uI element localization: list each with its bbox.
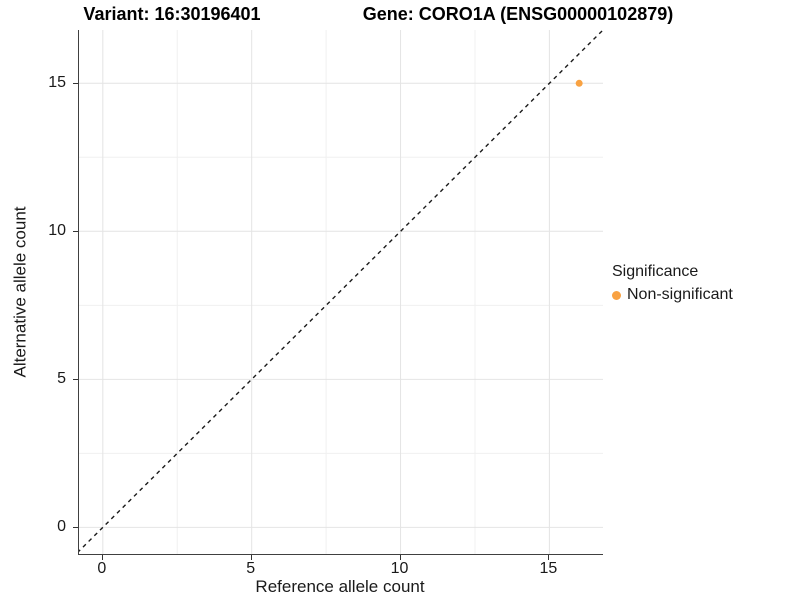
y-axis-title-box: Alternative allele count <box>2 30 40 554</box>
x-tick-mark <box>250 555 252 560</box>
x-tick-mark <box>399 555 401 560</box>
x-tick-mark <box>548 555 550 560</box>
x-tick-label: 5 <box>246 560 256 577</box>
y-axis-title: Alternative allele count <box>11 206 31 378</box>
legend-point-icon <box>612 290 621 300</box>
legend-item-non-significant: Non-significant <box>612 286 733 304</box>
x-tick-label: 0 <box>97 560 107 577</box>
y-tick-mark <box>73 379 78 381</box>
y-tick-label: 10 <box>48 222 66 240</box>
x-axis-title: Reference allele count <box>255 577 425 596</box>
y-tick-mark <box>73 527 78 529</box>
y-tick-label: 15 <box>48 74 66 92</box>
y-tick-label: 5 <box>57 370 66 388</box>
legend-title: Significance <box>612 263 699 280</box>
legend-item-label: Non-significant <box>627 286 733 303</box>
x-tick-mark <box>101 555 103 560</box>
data-point <box>575 79 583 87</box>
x-tick-label: 10 <box>390 560 409 577</box>
x-tick-label: 15 <box>539 560 558 577</box>
scatter-plot-canvas <box>79 30 603 554</box>
plot-title-variant: Variant: 16:30196401 <box>83 4 261 24</box>
identity-dashed-line <box>79 30 603 553</box>
y-tick-mark <box>73 83 78 85</box>
y-tick-label: 0 <box>57 518 66 536</box>
legend: Significance Non-significant <box>612 263 733 304</box>
y-tick-mark <box>73 231 78 233</box>
plot-title-gene: Gene: CORO1A (ENSG00000102879) <box>362 4 674 24</box>
plot-panel <box>78 30 603 555</box>
